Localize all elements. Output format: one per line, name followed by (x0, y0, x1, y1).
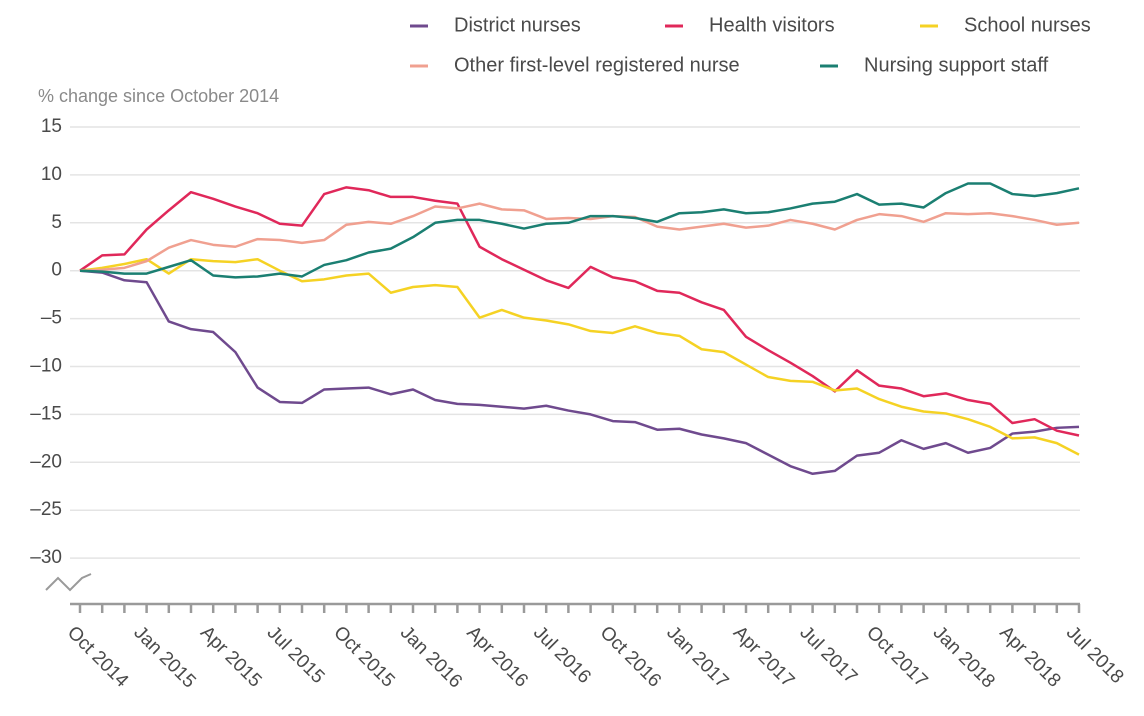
x-tick-label: Jul 2018 (1062, 622, 1128, 688)
x-tick-label: Oct 2015 (329, 622, 398, 691)
x-tick-label: Jan 2015 (130, 622, 200, 692)
y-tick-label: 15 (41, 116, 62, 137)
series-line (79, 269, 1080, 476)
legend-label: Health visitors (709, 14, 835, 36)
x-tick-label: Apr 2016 (463, 622, 532, 691)
series-line (79, 257, 1080, 456)
y-tick-label: 0 (51, 260, 62, 281)
x-tick-label: Jan 2018 (929, 622, 999, 692)
x-tick-label: Apr 2017 (729, 622, 798, 691)
legend-label: Other first-level registered nurse (454, 54, 740, 76)
x-tick-label: Oct 2016 (596, 622, 665, 691)
legend-label: School nurses (964, 14, 1091, 36)
x-tick-label: Apr 2018 (995, 622, 1064, 691)
y-tick-label: –30 (30, 547, 62, 568)
legend-label: District nurses (454, 14, 581, 36)
series-line (79, 186, 1080, 437)
axis-break (45, 573, 92, 592)
x-tick-label: Apr 2015 (196, 622, 265, 691)
y-axis-label: % change since October 2014 (38, 86, 279, 106)
y-tick-label: –5 (41, 308, 62, 329)
y-tick-label: 5 (51, 212, 62, 233)
y-tick-label: –15 (30, 403, 62, 424)
legend-label: Nursing support staff (864, 54, 1049, 76)
y-tick-label: –25 (30, 499, 62, 520)
series-line (79, 182, 1080, 279)
x-tick-label: Jan 2017 (662, 622, 732, 692)
y-tick-label: –10 (30, 356, 62, 377)
x-tick-label: Jul 2016 (529, 622, 595, 688)
y-tick-label: 10 (41, 164, 62, 185)
y-tick-label: –20 (30, 451, 62, 472)
x-tick-label: Jan 2016 (396, 622, 466, 692)
x-tick-label: Jul 2017 (796, 622, 862, 688)
x-tick-label: Jul 2015 (263, 622, 329, 688)
x-tick-label: Oct 2014 (63, 622, 133, 692)
x-tick-label: Oct 2017 (862, 622, 931, 691)
